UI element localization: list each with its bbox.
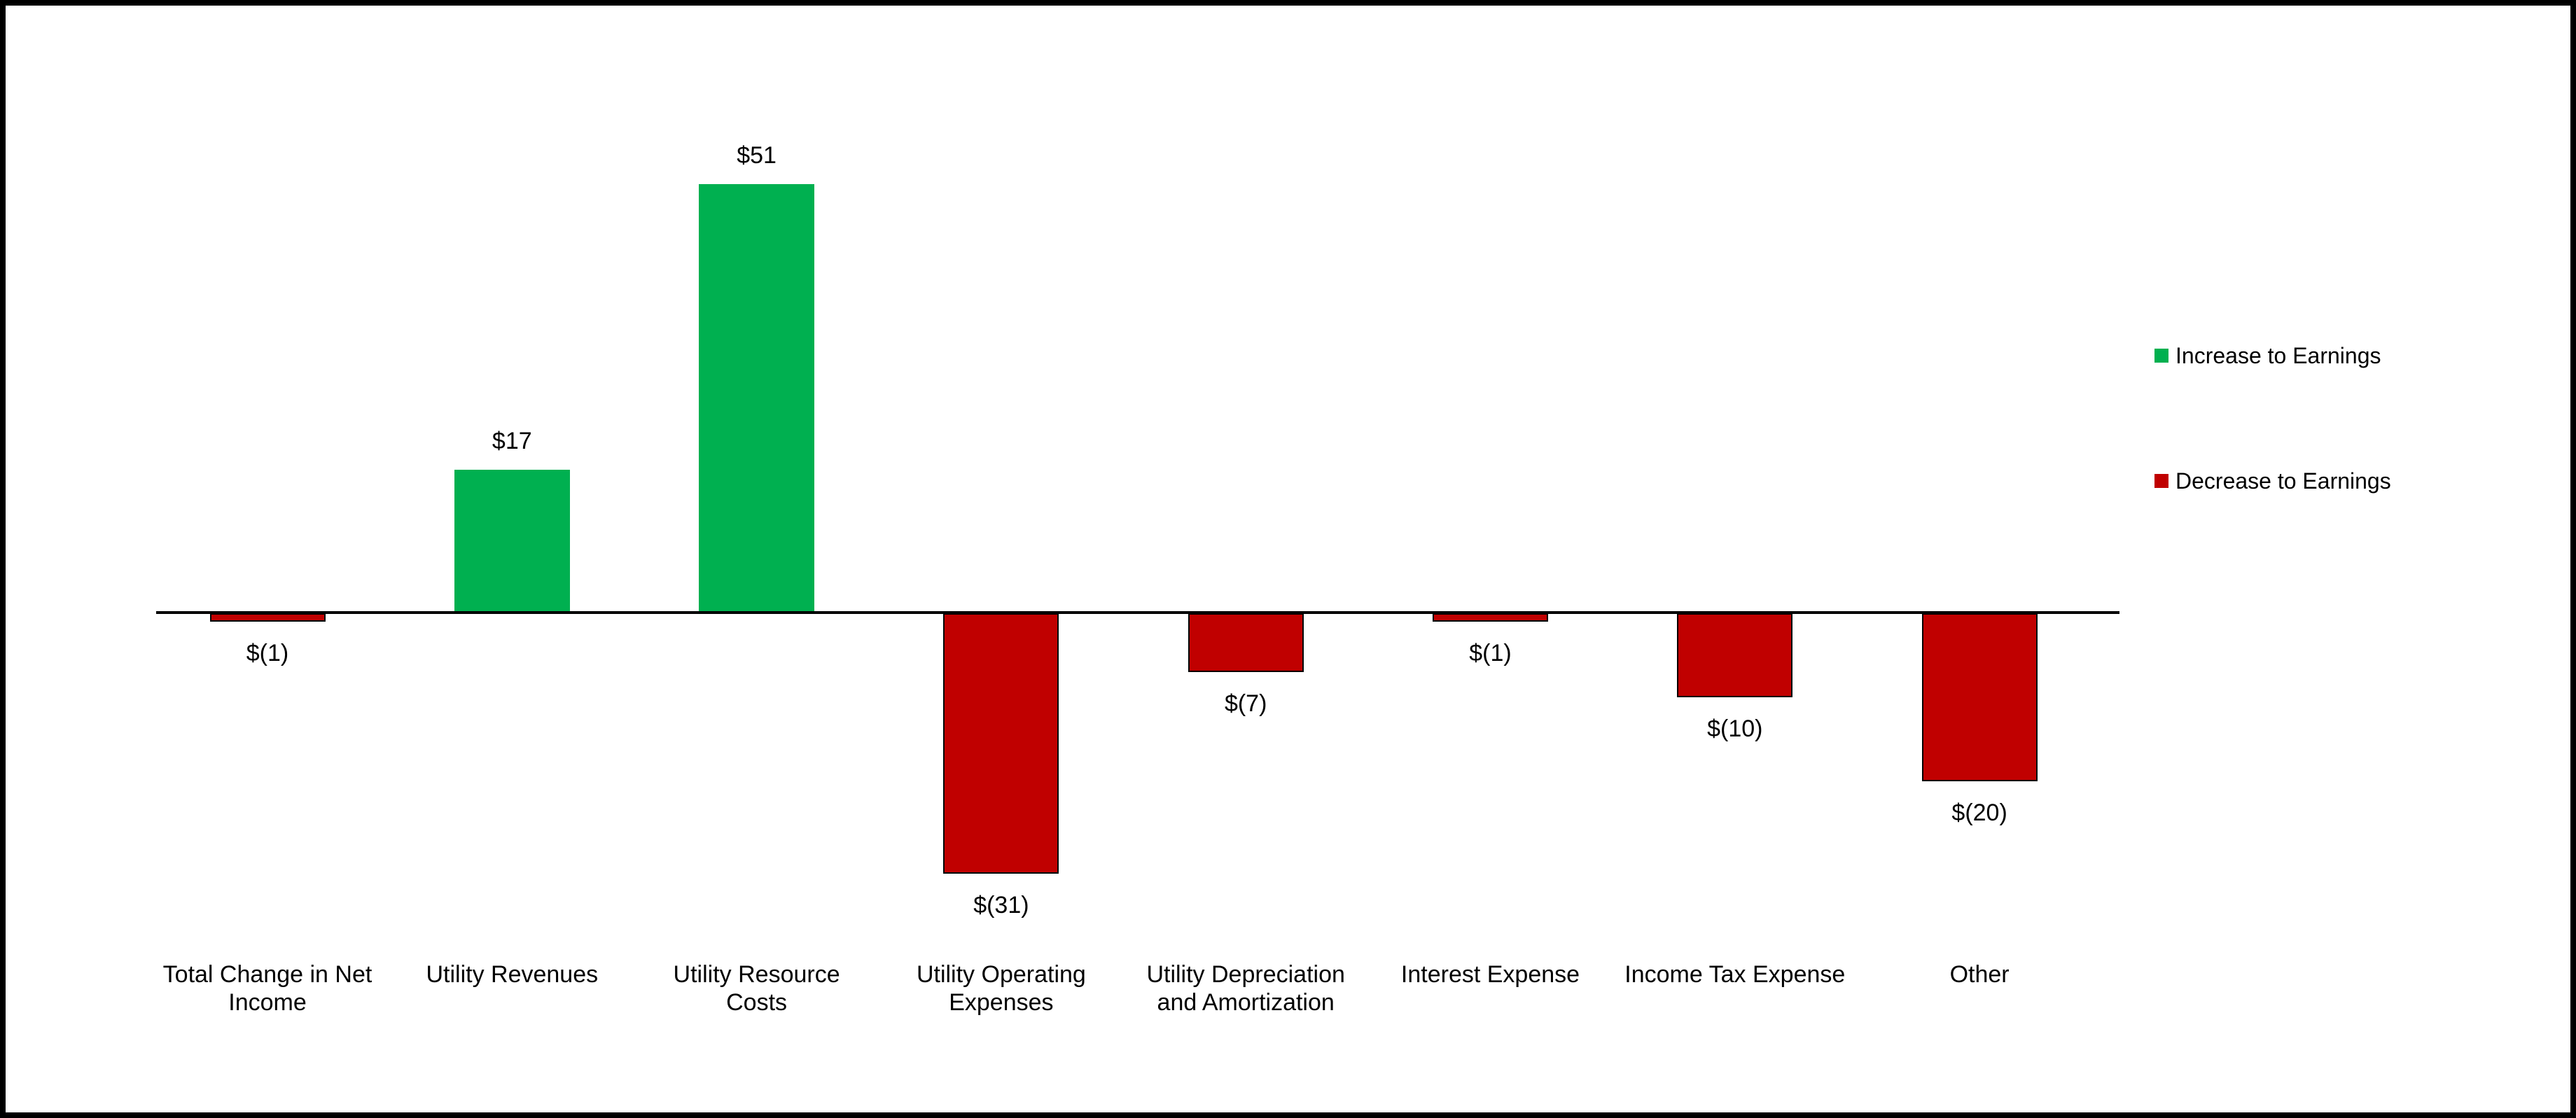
category-label-utility-revenues: Utility Revenues — [426, 961, 599, 988]
legend-item-decrease: Decrease to Earnings — [2154, 468, 2391, 494]
value-label-utility-operating-expenses: $(31) — [973, 892, 1029, 918]
bar-utility-operating-expenses — [943, 613, 1059, 874]
category-label-other: Other — [1949, 961, 2010, 988]
category-label-utility-resource-costs: Utility Resource Costs — [673, 961, 840, 1016]
value-label-utility-revenues: $17 — [492, 428, 532, 454]
category-label-income-tax-expense: Income Tax Expense — [1624, 961, 1846, 988]
bar-utility-revenues — [454, 470, 570, 613]
x-axis-line — [156, 611, 2119, 614]
decrease-swatch-icon — [2154, 474, 2168, 488]
value-label-interest-expense: $(1) — [1469, 640, 1512, 666]
category-label-interest-expense: Interest Expense — [1400, 961, 1580, 988]
category-label-utility-operating-expenses: Utility Operating Expenses — [916, 961, 1086, 1016]
increase-swatch-icon — [2154, 349, 2168, 363]
bar-total-change-in-net-income — [209, 613, 326, 622]
category-label-total-change-in-net-income: Total Change in Net Income — [162, 961, 373, 1016]
bar-interest-expense — [1433, 613, 1548, 622]
legend-item-increase: Increase to Earnings — [2154, 343, 2381, 368]
legend-label-increase: Increase to Earnings — [2175, 343, 2381, 368]
bar-other — [1921, 613, 2038, 781]
value-label-other: $(20) — [1951, 799, 2007, 826]
value-label-utility-depreciation-and-amortization: $(7) — [1224, 690, 1267, 717]
bar-utility-resource-costs — [699, 184, 815, 613]
bar-utility-depreciation-and-amortization — [1188, 613, 1304, 672]
value-label-utility-resource-costs: $51 — [737, 142, 777, 169]
legend-label-decrease: Decrease to Earnings — [2175, 468, 2391, 494]
bar-income-tax-expense — [1677, 613, 1793, 697]
value-label-income-tax-expense: $(10) — [1707, 715, 1763, 742]
value-label-total-change-in-net-income: $(1) — [246, 640, 289, 666]
category-label-utility-depreciation-and-amortization: Utility Depreciation and Amortization — [1146, 961, 1345, 1016]
